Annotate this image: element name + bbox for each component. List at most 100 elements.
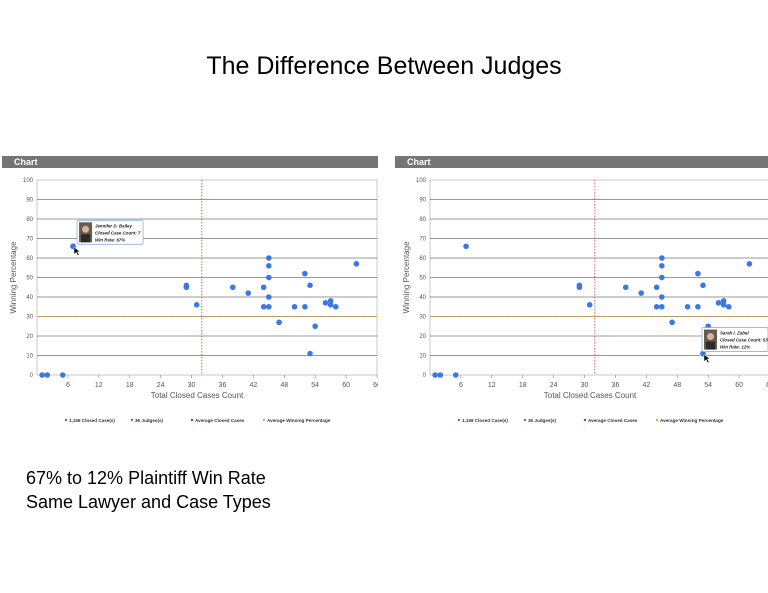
y-tick-label: 30 (419, 315, 426, 321)
tooltip-line: Sarah I. Zabel (720, 331, 749, 336)
data-point[interactable] (452, 372, 459, 378)
data-point[interactable] (276, 319, 282, 326)
tooltip: Sarah I. Zabel Closed Case Count: 53 Win R… (701, 327, 768, 352)
data-point[interactable] (437, 372, 444, 378)
legend-marker (583, 418, 587, 422)
y-tick-label: 0 (423, 373, 427, 379)
x-tick-label: 42 (249, 382, 257, 389)
data-point[interactable] (659, 303, 665, 310)
data-point[interactable] (307, 350, 313, 357)
caption-line-2: Same Lawyer and Case Types (26, 492, 271, 512)
data-point[interactable] (193, 302, 200, 308)
legend-marker (190, 418, 194, 422)
tooltip-line: Closed Case Count: 7 (95, 230, 141, 235)
x-tick-label: 36 (612, 382, 620, 389)
chart-panel-right: Chart 0 10 20 30 40 50 60 70 80 90 100 6 12 18 24 30 36 4… (395, 156, 768, 424)
data-point[interactable] (432, 372, 438, 378)
data-point[interactable] (266, 303, 272, 310)
data-point[interactable] (266, 294, 272, 300)
data-point[interactable] (576, 282, 583, 289)
y-tick-label: 10 (26, 354, 33, 360)
x-tick-label: 66 (766, 382, 768, 389)
scatter-chart-right: 0 10 20 30 40 50 60 70 80 90 100 6 12 18 24 30 36 42 48 54 6… (402, 178, 768, 423)
x-tick-label: 12 (95, 382, 103, 389)
data-point[interactable] (332, 303, 339, 310)
x-axis-label: Total Closed Cases Count (544, 391, 637, 400)
y-tick-label: 60 (419, 256, 426, 262)
legend-item[interactable]: 36 Judges(s) (130, 418, 164, 423)
data-point[interactable] (746, 261, 753, 267)
legend-label: 36 Judges(s) (528, 418, 557, 423)
data-point[interactable] (183, 282, 190, 289)
y-tick-label: 20 (419, 334, 426, 340)
x-axis-label: Total Closed Cases Count (151, 391, 244, 400)
page-title: The Difference Between Judges (206, 52, 562, 80)
x-tick-label: 48 (280, 382, 288, 389)
data-point[interactable] (695, 270, 701, 277)
data-point[interactable] (653, 303, 660, 310)
data-point[interactable] (659, 255, 665, 261)
y-tick-label: 100 (23, 178, 34, 184)
data-point[interactable] (291, 303, 298, 310)
tooltip-line: Closed Case Count: 53 (720, 338, 768, 343)
data-point[interactable] (327, 298, 334, 304)
data-point[interactable] (700, 282, 706, 289)
data-point[interactable] (659, 263, 665, 269)
legend-item[interactable]: 36 Judges(s) (523, 418, 557, 423)
tooltip-box (76, 219, 144, 245)
data-point[interactable] (260, 284, 267, 291)
data-point[interactable] (39, 372, 45, 378)
data-point[interactable] (622, 284, 629, 291)
x-tick-label: 6 (459, 382, 463, 389)
data-point[interactable] (715, 300, 722, 306)
data-point[interactable] (59, 372, 66, 378)
data-point[interactable] (684, 303, 691, 310)
y-tick-label: 50 (419, 276, 426, 282)
data-point[interactable] (44, 372, 51, 378)
data-point[interactable] (266, 263, 272, 269)
data-point[interactable] (266, 274, 272, 281)
x-tick-label: 48 (673, 382, 681, 389)
legend-item[interactable]: 1,158 Closed Case(s) (457, 418, 509, 423)
data-point[interactable] (353, 261, 360, 267)
data-point[interactable] (302, 303, 308, 310)
cursor-icon (73, 246, 81, 256)
y-tick-label: 40 (26, 295, 33, 301)
data-point[interactable] (669, 319, 675, 326)
y-tick-label: 90 (419, 198, 426, 204)
data-point[interactable] (586, 302, 593, 308)
data-point[interactable] (327, 302, 334, 308)
tooltip-box (701, 327, 768, 352)
y-tick-label: 30 (26, 315, 33, 321)
y-tick-label: 10 (419, 354, 426, 360)
data-point[interactable] (725, 303, 732, 310)
data-point[interactable] (720, 298, 727, 304)
data-point[interactable] (659, 294, 665, 300)
data-point[interactable] (266, 255, 272, 261)
data-point[interactable] (638, 290, 645, 296)
x-tick-label: 42 (642, 382, 650, 389)
legend-item[interactable]: 1,158 Closed Case(s) (64, 418, 116, 423)
legend-item[interactable]: Average Winning Percentage (262, 418, 331, 423)
data-point[interactable] (302, 270, 308, 277)
legend-marker (655, 418, 659, 422)
legend-label: 1,158 Closed Case(s) (462, 418, 508, 423)
x-tick-label: 66 (373, 382, 378, 389)
legend-item[interactable]: Average Winning Percentage (655, 418, 724, 423)
data-point[interactable] (695, 303, 701, 310)
data-point[interactable] (307, 282, 313, 289)
x-tick-label: 60 (342, 382, 350, 389)
data-point[interactable] (260, 303, 267, 310)
data-point[interactable] (245, 290, 252, 296)
data-point[interactable] (322, 300, 329, 306)
y-tick-label: 40 (419, 295, 426, 301)
legend-item[interactable]: Average Closed Cases (190, 418, 245, 423)
data-point[interactable] (659, 274, 665, 281)
data-point[interactable] (720, 302, 727, 308)
legend-item[interactable]: Average Closed Cases (583, 418, 638, 423)
data-point[interactable] (653, 284, 660, 291)
data-point[interactable] (312, 323, 318, 330)
data-point[interactable] (463, 243, 469, 250)
caption-line-1: 67% to 12% Plaintiff Win Rate (26, 468, 266, 488)
data-point[interactable] (229, 284, 236, 291)
